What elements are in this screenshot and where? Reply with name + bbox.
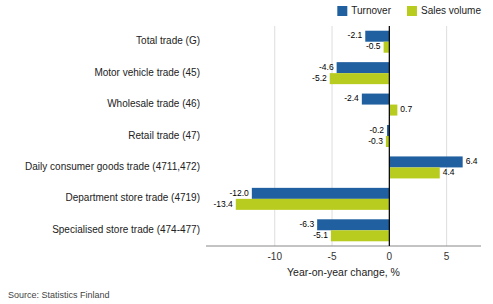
data-label: -0.5 (366, 41, 381, 51)
legend-item: Sales volume (407, 5, 481, 16)
chart: -10 -5 0 5 Total trade (G) -2.1-0.5 Motor vehi… (0, 0, 493, 304)
data-label: -2.4 (344, 93, 359, 103)
grid-line (274, 26, 275, 246)
legend-label: Turnover (351, 5, 391, 16)
bar (330, 73, 390, 84)
bar (236, 199, 390, 210)
category-label: Wholesale trade (46) (107, 98, 200, 109)
data-label: -13.4 (213, 199, 233, 209)
grid-line (332, 26, 333, 246)
x-axis-label: Year-on-year change, % (287, 266, 400, 278)
legend-item: Turnover (337, 5, 391, 16)
data-label: 4.4 (443, 167, 455, 177)
labels: Total trade (G) -2.1-0.5 Motor vehicle tra… (25, 30, 478, 240)
bar (362, 94, 390, 105)
bar (384, 42, 390, 53)
category-label: Daily consumer goods trade (4711,472) (25, 161, 200, 172)
data-label: 6.4 (466, 156, 478, 166)
data-label: -0.2 (369, 125, 384, 135)
bar (365, 31, 389, 42)
category-label: Retail trade (47) (128, 130, 200, 141)
legend-swatch (337, 6, 347, 16)
category-label: Total trade (G) (136, 35, 200, 46)
data-label: -12.0 (229, 188, 249, 198)
bar (317, 219, 389, 230)
data-label: -5.1 (313, 230, 328, 240)
source-note: Source: Statistics Finland (8, 290, 110, 300)
data-label: 0.7 (400, 104, 412, 114)
bar (337, 62, 390, 73)
bars (236, 31, 463, 242)
x-axis-line (206, 246, 481, 247)
tick-label: 0 (387, 251, 393, 262)
bar (252, 188, 389, 199)
category-label: Specialised store trade (474-477) (52, 224, 200, 235)
grid-line (389, 26, 390, 246)
zero-line (389, 26, 390, 246)
tick-label: 5 (444, 251, 450, 262)
tick-label: -10 (268, 251, 283, 262)
legend-swatch (407, 6, 417, 16)
data-label: -6.3 (299, 219, 314, 229)
bar (389, 156, 462, 167)
tick-label: -5 (328, 251, 337, 262)
legend-label: Sales volume (421, 5, 481, 16)
bar (331, 230, 389, 241)
bar (389, 105, 397, 116)
legend: Turnover Sales volume (337, 5, 481, 16)
bar (389, 167, 439, 178)
data-label: -2.1 (348, 30, 363, 40)
grid-line (446, 26, 447, 246)
data-label: -5.2 (312, 73, 327, 83)
category-label: Department store trade (4719) (65, 192, 200, 203)
category-label: Motor vehicle trade (45) (94, 67, 200, 78)
data-label: -4.6 (319, 62, 334, 72)
data-label: -0.3 (368, 136, 383, 146)
